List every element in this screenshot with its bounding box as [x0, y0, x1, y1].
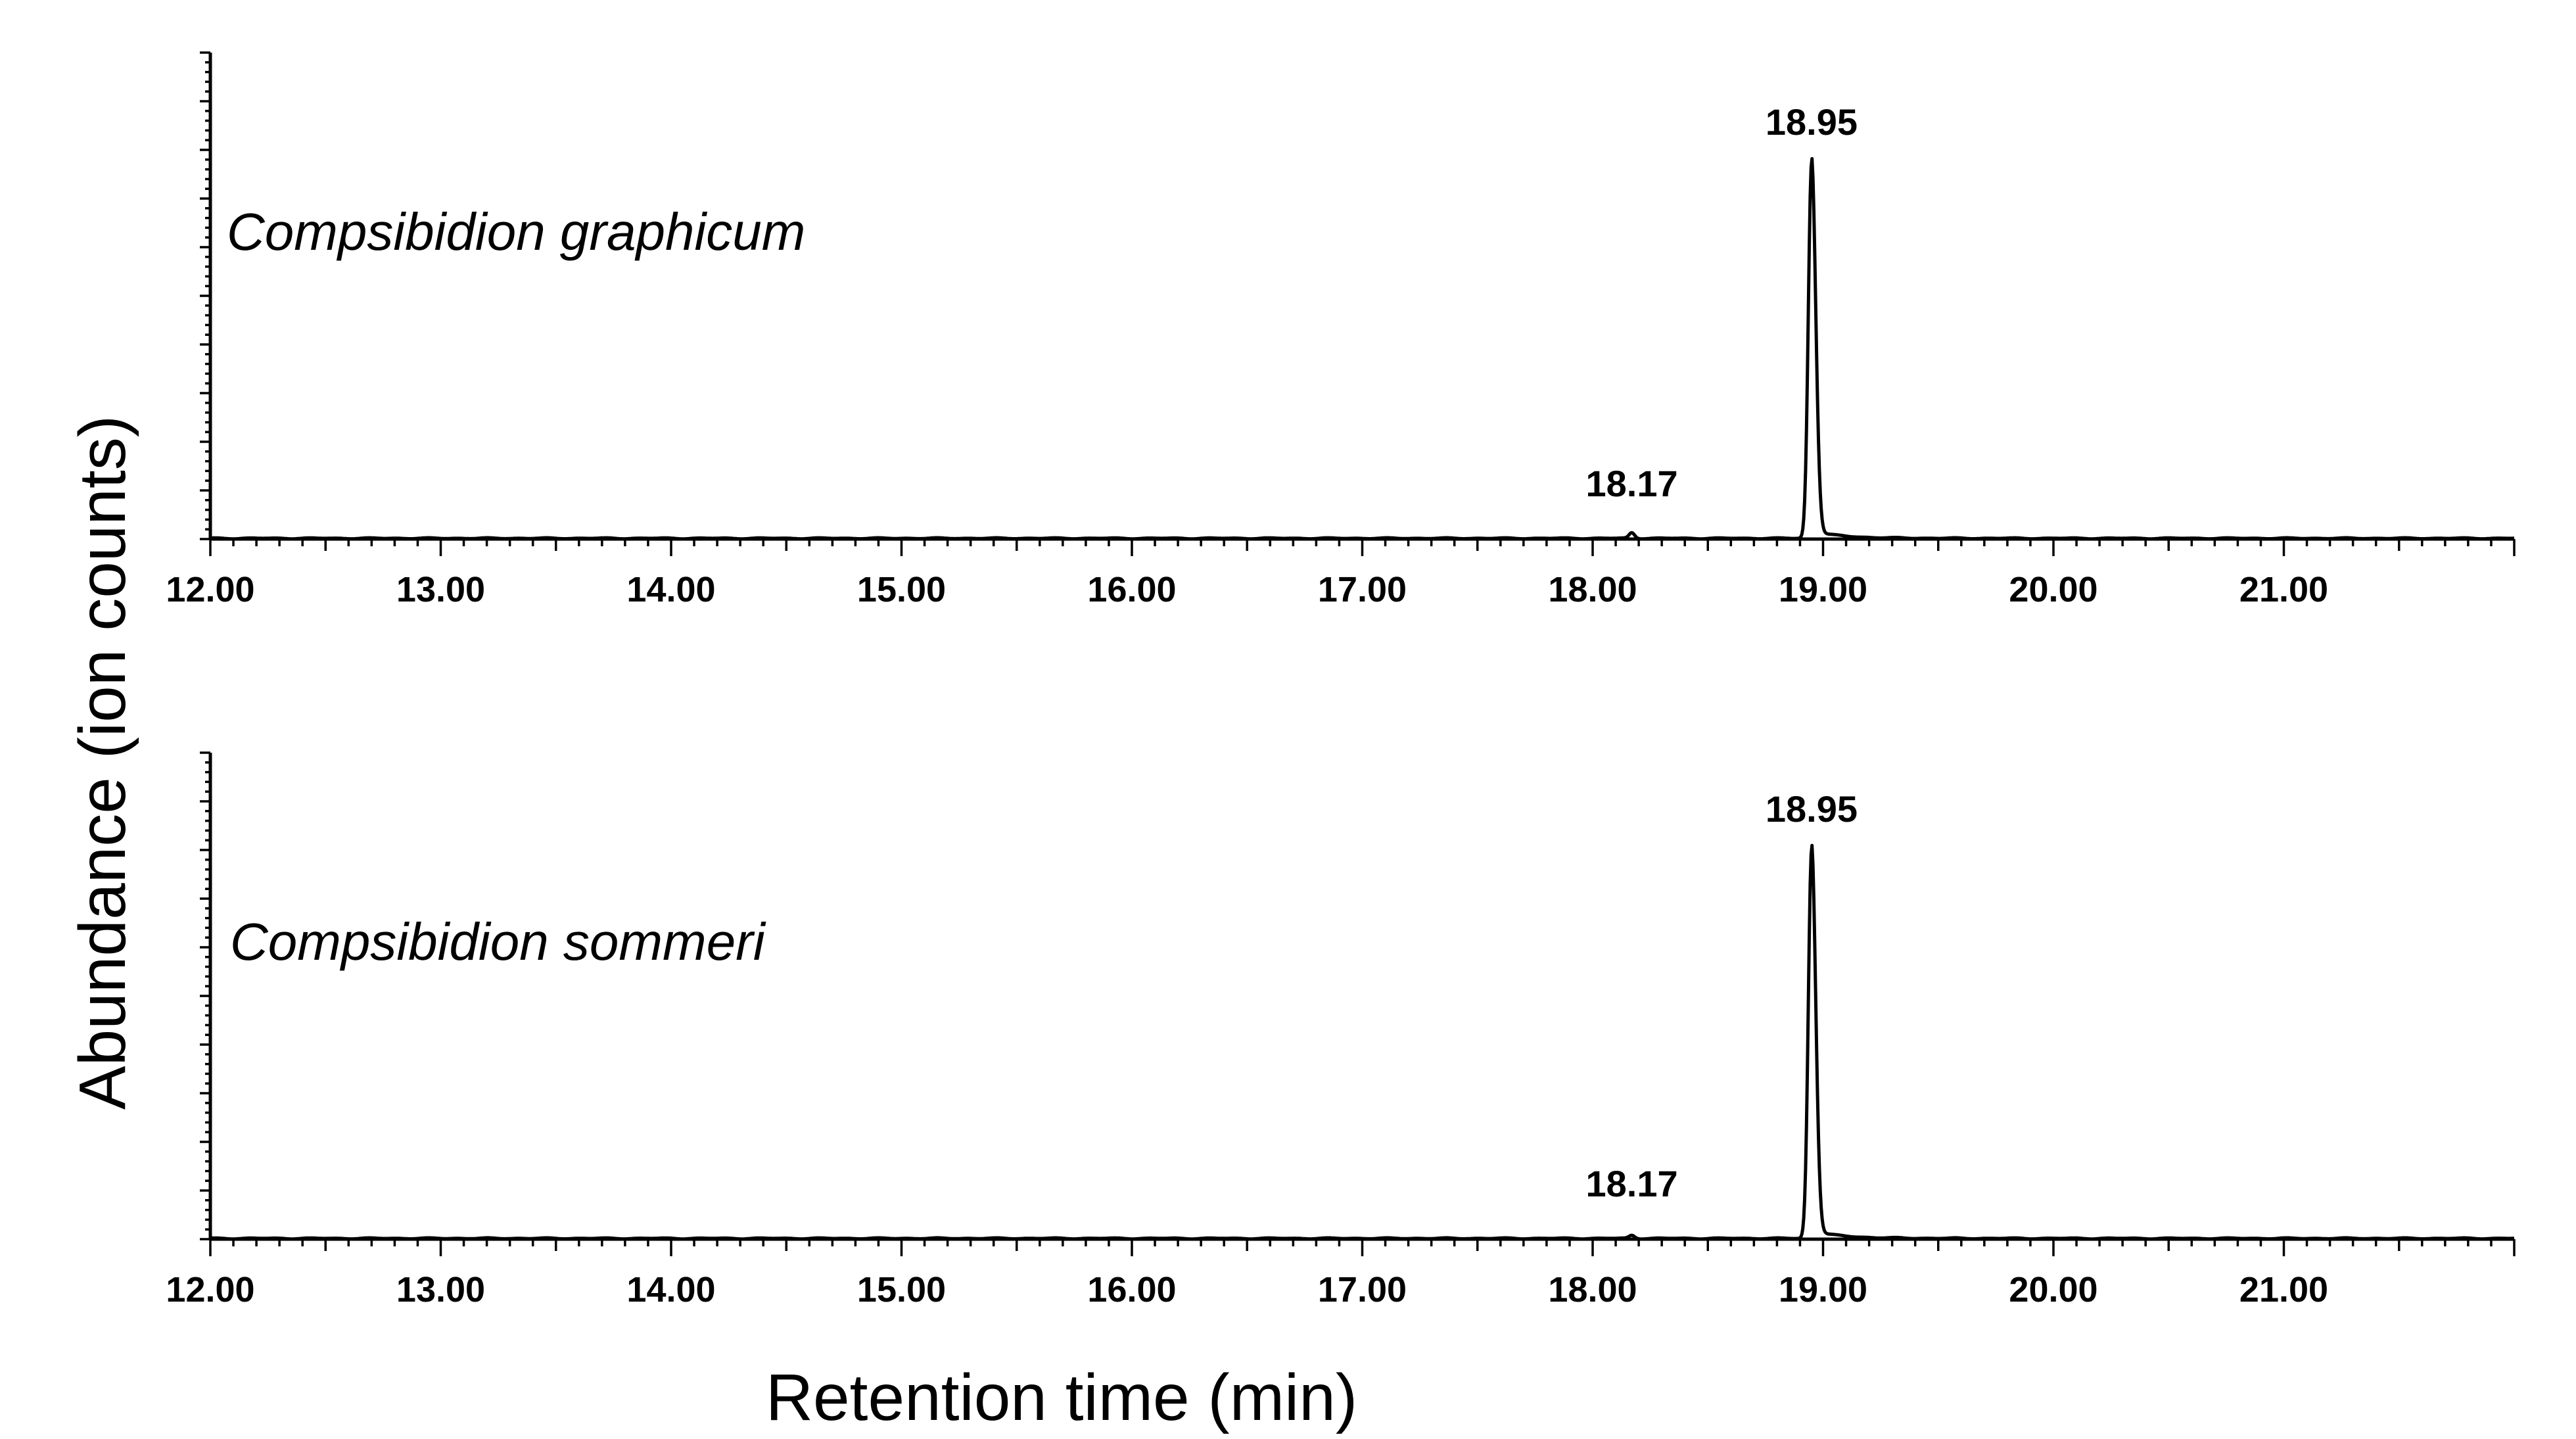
peak-label: 18.17 [1586, 1163, 1678, 1204]
x-tick-label: 14.00 [626, 570, 715, 609]
chromatogram-trace [209, 156, 2516, 541]
x-tick-label: 18.00 [1548, 570, 1637, 609]
x-tick-label: 18.00 [1548, 1270, 1637, 1309]
x-tick-label: 20.00 [2009, 1270, 2097, 1309]
peak-label: 18.95 [1766, 788, 1858, 830]
x-tick-label: 15.00 [857, 1270, 946, 1309]
x-tick-label: 17.00 [1318, 1270, 1407, 1309]
x-tick-label: 20.00 [2009, 570, 2097, 609]
x-tick-label: 13.00 [396, 1270, 485, 1309]
panel-compsibidion-graphicum: 12.00 13.00 14.00 15.00 16.00 17.00 18.00 19.00… [166, 51, 2516, 609]
peak-label: 18.17 [1586, 463, 1678, 504]
x-tick-label: 15.00 [857, 570, 946, 609]
x-tick-label: 14.00 [626, 1270, 715, 1309]
x-axis-title: Retention time (min) [766, 1361, 1357, 1434]
peak-label: 18.95 [1766, 101, 1858, 143]
x-tick-label: 12.00 [166, 1270, 254, 1309]
x-tick-label: 21.00 [2239, 1270, 2328, 1309]
panel-compsibidion-sommeri: 12.00 13.00 14.00 15.00 16.00 17.00 18.00 19.00… [166, 751, 2516, 1309]
species-label: Compsibidion graphicum [227, 202, 805, 261]
y-axis-title: Abundance (ion counts) [66, 415, 139, 1110]
x-tick-label: 19.00 [1779, 1270, 1867, 1309]
x-tick-label: 16.00 [1087, 1270, 1176, 1309]
chromatogram-trace [209, 843, 2516, 1241]
x-tick-label: 12.00 [166, 570, 254, 609]
species-label: Compsibidion sommeri [230, 912, 766, 971]
x-tick-label: 17.00 [1318, 570, 1407, 609]
x-tick-label: 19.00 [1779, 570, 1867, 609]
x-tick-label: 16.00 [1087, 570, 1176, 609]
x-tick-label: 21.00 [2239, 570, 2328, 609]
x-tick-label: 13.00 [396, 570, 485, 609]
